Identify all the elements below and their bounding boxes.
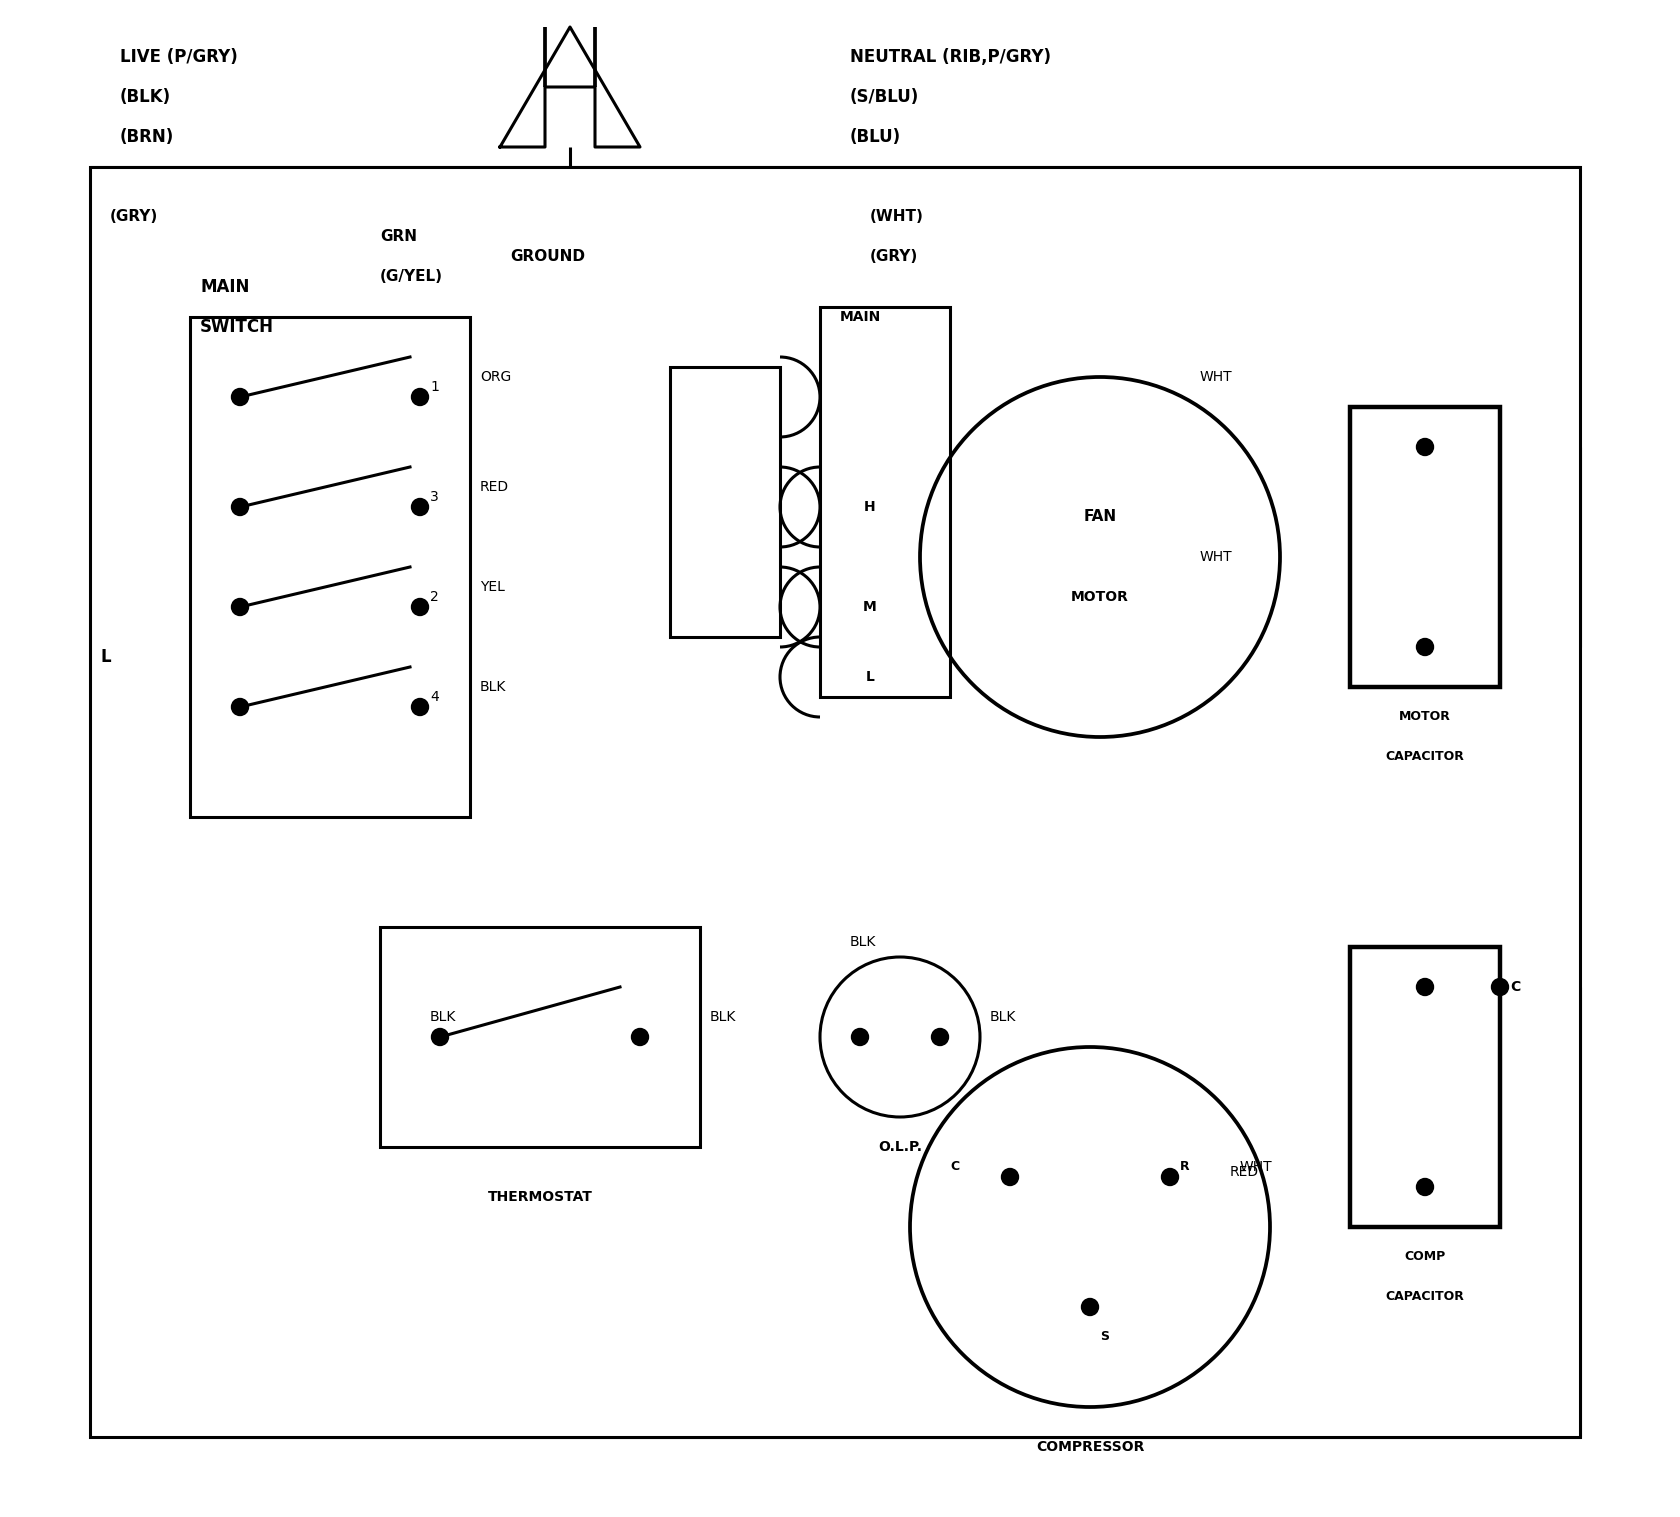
Text: BLK: BLK: [430, 1010, 457, 1024]
Text: L: L: [865, 671, 874, 684]
Text: MOTOR: MOTOR: [1072, 590, 1129, 604]
Text: CAPACITOR: CAPACITOR: [1386, 751, 1465, 763]
Text: GROUND: GROUND: [511, 249, 585, 264]
Text: H: H: [864, 501, 875, 514]
Circle shape: [412, 499, 428, 516]
Circle shape: [232, 599, 249, 616]
Text: WHT: WHT: [1200, 551, 1233, 564]
Text: WHT: WHT: [1240, 1161, 1273, 1174]
Text: BLK: BLK: [850, 934, 877, 950]
Text: (BLU): (BLU): [850, 127, 900, 146]
Circle shape: [1416, 1179, 1433, 1195]
Text: 1: 1: [430, 379, 438, 394]
Circle shape: [1082, 1299, 1099, 1315]
Circle shape: [632, 1029, 648, 1045]
Circle shape: [232, 698, 249, 716]
Text: 3: 3: [430, 490, 438, 504]
Text: WHT: WHT: [1200, 370, 1233, 384]
Text: RED: RED: [480, 479, 509, 495]
Circle shape: [1161, 1168, 1178, 1185]
Text: S: S: [1100, 1330, 1109, 1344]
Circle shape: [1416, 639, 1433, 655]
Circle shape: [432, 1029, 449, 1045]
Text: MAIN: MAIN: [200, 278, 249, 296]
Text: BLK: BLK: [990, 1010, 1016, 1024]
Text: THERMOSTAT: THERMOSTAT: [487, 1189, 593, 1204]
Text: NEUTRAL (RIB,P/GRY): NEUTRAL (RIB,P/GRY): [850, 49, 1052, 67]
Circle shape: [412, 599, 428, 616]
Circle shape: [232, 388, 249, 405]
Text: (S/BLU): (S/BLU): [850, 88, 919, 106]
Text: O.L.P.: O.L.P.: [879, 1139, 922, 1154]
Text: (BLK): (BLK): [119, 88, 171, 106]
Bar: [190, 317, 470, 818]
Text: R: R: [1179, 1161, 1189, 1174]
Bar: [380, 927, 701, 1147]
Circle shape: [412, 388, 428, 405]
Text: BLK: BLK: [711, 1010, 736, 1024]
Bar: [1351, 947, 1500, 1227]
Text: RED: RED: [1230, 1165, 1258, 1179]
Text: COMP: COMP: [1404, 1250, 1445, 1264]
Circle shape: [412, 698, 428, 716]
Circle shape: [1001, 1168, 1018, 1185]
Circle shape: [1416, 978, 1433, 995]
Text: BLK: BLK: [480, 680, 506, 693]
Circle shape: [232, 499, 249, 516]
Bar: [670, 367, 780, 637]
Text: LIVE (P/GRY): LIVE (P/GRY): [119, 49, 239, 67]
Text: 4: 4: [430, 690, 438, 704]
Text: YEL: YEL: [480, 579, 506, 595]
Bar: [820, 306, 949, 696]
Text: (GRY): (GRY): [870, 249, 919, 264]
Text: C: C: [949, 1161, 959, 1174]
Text: CAPACITOR: CAPACITOR: [1386, 1291, 1465, 1303]
Text: GRN: GRN: [380, 229, 417, 244]
Text: 2: 2: [430, 590, 438, 604]
Circle shape: [1416, 438, 1433, 455]
Text: (GRY): (GRY): [109, 209, 158, 225]
Bar: [91, 167, 1579, 1437]
Text: C: C: [1510, 980, 1520, 994]
Text: M: M: [864, 601, 877, 614]
Text: L: L: [101, 648, 111, 666]
Text: COMPRESSOR: COMPRESSOR: [1037, 1440, 1144, 1453]
Text: MOTOR: MOTOR: [1399, 710, 1452, 724]
Bar: [1351, 407, 1500, 687]
Circle shape: [1492, 978, 1509, 995]
Circle shape: [852, 1029, 869, 1045]
Circle shape: [931, 1029, 949, 1045]
Text: SWITCH: SWITCH: [200, 319, 274, 335]
Text: ORG: ORG: [480, 370, 511, 384]
Text: FAN: FAN: [1084, 510, 1117, 525]
Text: MAIN: MAIN: [840, 309, 882, 325]
Text: (BRN): (BRN): [119, 127, 175, 146]
Text: (G/YEL): (G/YEL): [380, 270, 444, 285]
Text: (WHT): (WHT): [870, 209, 924, 225]
